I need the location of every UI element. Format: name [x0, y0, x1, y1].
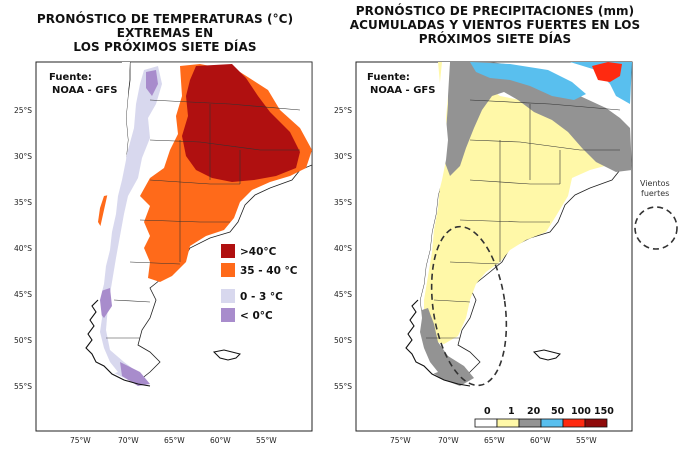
colorbar-tick-20: 20 — [527, 406, 541, 417]
right-lat-35: 35°S — [334, 198, 352, 207]
colorbar-segment-20-50 — [518, 418, 542, 428]
left-lon-60: 60°W — [210, 436, 231, 445]
right-lat-labels: 25°S 30°S 35°S 40°S 45°S 50°S 55°S — [334, 106, 352, 391]
left-source-label: Fuente: — [49, 72, 92, 83]
left-lon-55: 55°W — [256, 436, 277, 445]
colorbar-tick-150: 150 — [594, 406, 614, 417]
left-title-line1: PRONÓSTICO DE TEMPERATURAS (°C) EXTREMAS… — [36, 12, 294, 40]
right-lon-70: 70°W — [438, 436, 459, 445]
right-map-title: PRONÓSTICO DE PRECIPITACIONES (mm) ACUMU… — [340, 4, 650, 46]
left-lat-55: 55°S — [14, 382, 32, 391]
strong-winds-label-line1: Vientos — [640, 179, 670, 188]
colorbar-segment-0-1 — [474, 418, 498, 428]
left-region-below-0-a — [146, 70, 158, 96]
right-title-line3: PRÓXIMOS SIETE DÍAS — [418, 32, 572, 46]
left-region-over-40 — [182, 64, 300, 182]
right-strong-winds-area — [430, 225, 508, 387]
left-falkland-islands — [212, 349, 241, 361]
left-lon-labels: 75°W 70°W 65°W 60°W 55°W — [70, 436, 277, 445]
right-lon-60: 60°W — [530, 436, 551, 445]
legend-swatch-35-40 — [221, 263, 235, 277]
strong-winds-legend-icon — [634, 206, 678, 250]
left-region-below-0-c — [120, 362, 150, 386]
right-source-label: Fuente: — [367, 72, 410, 83]
right-lat-55: 55°S — [334, 382, 352, 391]
left-map: Fuente: NOAA - GFS >40°C 35 - 40 °C 0 - … — [14, 61, 313, 445]
colorbar-tick-0: 0 — [484, 406, 491, 417]
right-chile-islands — [405, 299, 471, 387]
left-lat-labels: 25°S 30°S 35°S 40°S 45°S 50°S 55°S — [14, 106, 32, 391]
left-legend: >40°C 35 - 40 °C 0 - 3 °C < 0°C — [221, 244, 298, 322]
colorbar-segment-1-20 — [496, 418, 520, 428]
legend-swatch-below-0 — [221, 308, 235, 322]
right-region-20-50-north — [444, 62, 632, 176]
left-lat-25: 25°S — [14, 106, 32, 115]
legend-label-below-0: < 0°C — [240, 310, 273, 322]
colorbar-tick-50: 50 — [551, 406, 565, 417]
colorbar-segment-150-plus — [584, 418, 608, 428]
strong-winds-label-line2: fuertes — [641, 189, 669, 198]
left-lon-75: 75°W — [70, 436, 91, 445]
right-title-line1: PRONÓSTICO DE PRECIPITACIONES (mm) — [355, 4, 635, 18]
right-lon-labels: 75°W 70°W 65°W 60°W 55°W — [390, 436, 597, 445]
right-falkland-islands — [532, 349, 561, 361]
right-province-borders — [426, 99, 621, 339]
colorbar-tick-1: 1 — [508, 406, 515, 417]
left-lat-35: 35°S — [14, 198, 32, 207]
colorbar-segment-50-100 — [540, 418, 564, 428]
left-source-value: NOAA - GFS — [52, 85, 117, 96]
right-map: Fuente: NOAA - GFS 0 1 20 50 100 150 25°… — [334, 61, 633, 445]
left-title-line2: LOS PRÓXIMOS SIETE DÍAS — [73, 40, 257, 54]
left-chile-islands — [85, 299, 151, 387]
left-province-borders — [106, 99, 301, 339]
left-lat-40: 40°S — [14, 244, 32, 253]
right-lat-50: 50°S — [334, 336, 352, 345]
right-lon-55: 55°W — [576, 436, 597, 445]
left-lon-70: 70°W — [118, 436, 139, 445]
right-lat-45: 45°S — [334, 290, 352, 299]
colorbar-tick-100: 100 — [571, 406, 591, 417]
left-lat-50: 50°S — [14, 336, 32, 345]
legend-swatch-over-40 — [221, 244, 235, 258]
legend-label-over-40: >40°C — [240, 246, 277, 258]
left-lat-45: 45°S — [14, 290, 32, 299]
right-region-50-100-b — [470, 62, 586, 100]
right-source-value: NOAA - GFS — [370, 85, 435, 96]
right-lon-65: 65°W — [484, 436, 505, 445]
right-title-line2: ACUMULADAS Y VIENTOS FUERTES EN LOS — [349, 18, 641, 32]
left-map-title: PRONÓSTICO DE TEMPERATURAS (°C) EXTREMAS… — [0, 12, 330, 54]
legend-label-0-3: 0 - 3 °C — [240, 291, 283, 303]
legend-swatch-0-3 — [221, 289, 235, 303]
left-region-0-3 — [96, 66, 162, 380]
right-colorbar: 0 1 20 50 100 150 — [474, 406, 614, 428]
right-lat-40: 40°S — [334, 244, 352, 253]
left-lat-30: 30°S — [14, 152, 32, 161]
left-lon-65: 65°W — [164, 436, 185, 445]
right-region-100-150 — [592, 62, 622, 82]
right-lat-25: 25°S — [334, 106, 352, 115]
strong-winds-legend: Vientos fuertes — [634, 179, 678, 250]
right-lon-75: 75°W — [390, 436, 411, 445]
legend-label-35-40: 35 - 40 °C — [240, 265, 298, 277]
colorbar-segment-100-150 — [562, 418, 586, 428]
right-lat-30: 30°S — [334, 152, 352, 161]
